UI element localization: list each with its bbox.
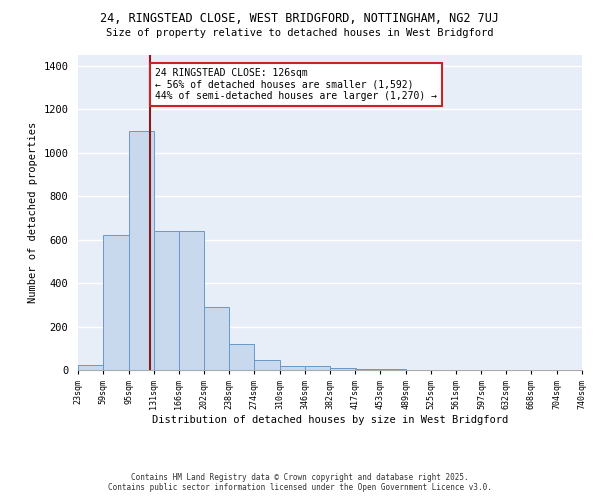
Bar xyxy=(355,369,380,370)
X-axis label: Distribution of detached houses by size in West Bridgford: Distribution of detached houses by size … xyxy=(152,414,508,424)
Bar xyxy=(78,364,103,370)
Bar xyxy=(280,366,305,370)
Y-axis label: Number of detached properties: Number of detached properties xyxy=(28,122,38,303)
Bar xyxy=(254,360,280,370)
Text: Size of property relative to detached houses in West Bridgford: Size of property relative to detached ho… xyxy=(106,28,494,38)
Bar xyxy=(204,307,229,370)
Bar xyxy=(154,231,179,370)
Text: Contains HM Land Registry data © Crown copyright and database right 2025.
Contai: Contains HM Land Registry data © Crown c… xyxy=(108,473,492,492)
Bar xyxy=(305,366,331,370)
Bar xyxy=(229,344,254,370)
Bar xyxy=(103,236,128,370)
Bar xyxy=(128,131,154,370)
Bar xyxy=(179,231,204,370)
Text: 24, RINGSTEAD CLOSE, WEST BRIDGFORD, NOTTINGHAM, NG2 7UJ: 24, RINGSTEAD CLOSE, WEST BRIDGFORD, NOT… xyxy=(101,12,499,26)
Bar xyxy=(331,368,356,370)
Text: 24 RINGSTEAD CLOSE: 126sqm
← 56% of detached houses are smaller (1,592)
44% of s: 24 RINGSTEAD CLOSE: 126sqm ← 56% of deta… xyxy=(155,68,437,101)
